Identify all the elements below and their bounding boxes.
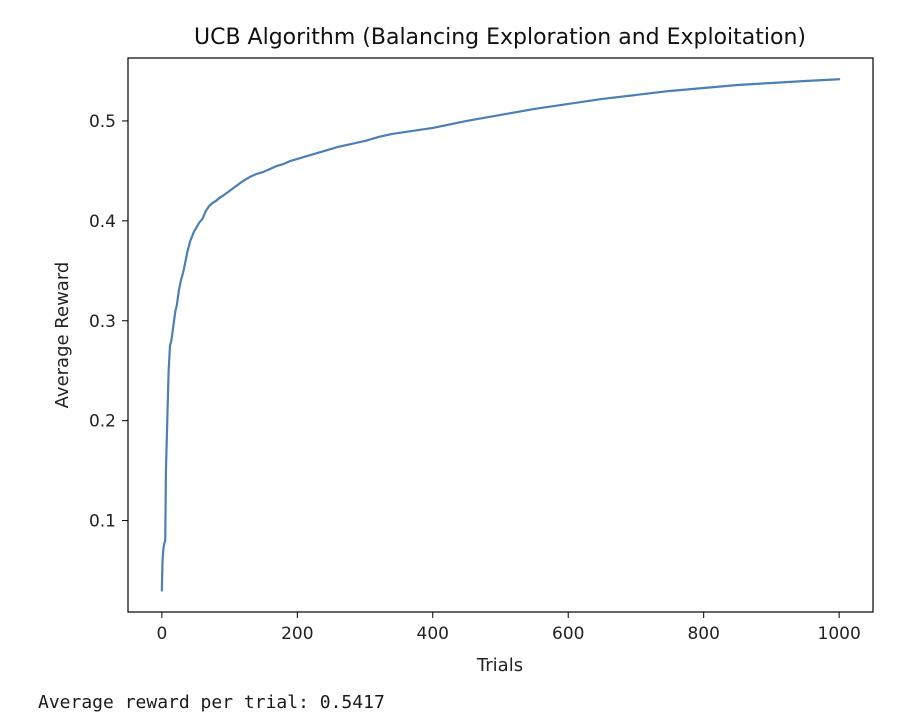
x-tick-label: 200 (281, 624, 313, 644)
x-tick-label: 600 (552, 624, 584, 644)
y-tick-label: 0.1 (89, 512, 116, 532)
x-tick-label: 0 (156, 624, 167, 644)
ucb-line-chart: UCB Algorithm (Balancing Exploration and… (52, 25, 874, 676)
x-tick-label: 800 (687, 624, 719, 644)
y-tick-label: 0.4 (89, 212, 116, 232)
x-tick-label: 1000 (818, 624, 861, 644)
average-reward-line (160, 78, 841, 592)
output-text: Average reward per trial: 0.5417 (38, 692, 385, 713)
y-tick-label: 0.2 (89, 412, 116, 432)
x-axis-title: Trials (476, 655, 523, 676)
plot-area-frame (127, 57, 874, 613)
y-axis-ticks: 0.1 0.2 0.3 0.4 0.5 (89, 112, 128, 532)
y-tick-label: 0.3 (89, 312, 116, 332)
y-axis-title: Average Reward (52, 262, 73, 409)
y-tick-label: 0.5 (89, 112, 116, 132)
x-tick-label: 400 (417, 624, 449, 644)
x-axis-ticks: 0 200 400 600 800 1000 (156, 612, 861, 644)
chart-title: UCB Algorithm (Balancing Exploration and… (194, 25, 806, 50)
